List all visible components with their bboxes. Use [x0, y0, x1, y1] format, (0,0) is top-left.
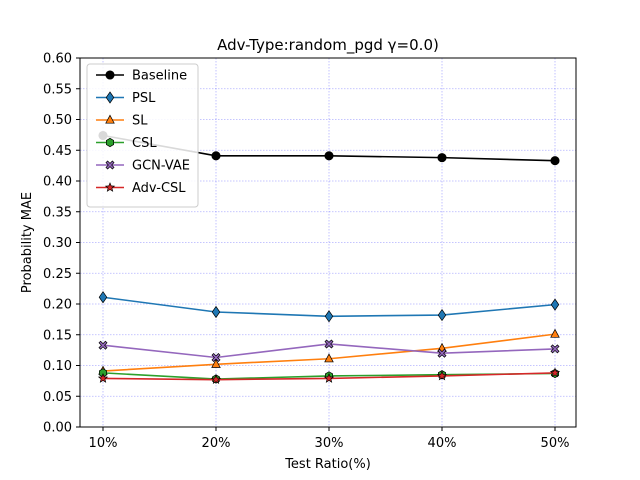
legend-marker-adv-csl: [104, 182, 116, 192]
series-gcn-vae: [98, 339, 560, 362]
data-point-adv-csl: [323, 372, 335, 383]
data-point-adv-csl: [549, 367, 561, 378]
y-tick-label: 0.40: [43, 175, 72, 190]
x-axis-label: Test Ratio(%): [284, 457, 371, 472]
y-tick-label: 0.15: [43, 328, 72, 343]
y-tick-label: 0.60: [43, 52, 72, 67]
y-tick-label: 0.30: [43, 236, 72, 251]
legend-marker-csl: [106, 137, 114, 148]
data-point-gcn-vae: [437, 348, 447, 358]
x-tick-label: 10%: [89, 436, 118, 451]
legend-marker-gcn-vae: [105, 160, 115, 170]
legend-label-sl: SL: [132, 114, 148, 129]
legend-marker-psl: [105, 91, 115, 104]
data-point-psl: [211, 305, 221, 319]
data-point-psl: [550, 298, 560, 311]
data-point-psl: [437, 308, 447, 322]
x-tick-label: 50%: [541, 436, 570, 451]
data-point-baseline: [550, 156, 560, 166]
series-adv-csl: [97, 367, 561, 385]
y-tick-label: 0.25: [43, 267, 72, 282]
data-point-gcn-vae: [98, 340, 108, 350]
chart-title: Adv-Type:random_pgd γ=0.0): [217, 36, 439, 55]
data-point-psl: [98, 291, 108, 304]
y-tick-label: 0.50: [43, 113, 72, 128]
x-tick-label: 20%: [202, 436, 231, 451]
y-tick-label: 0.00: [43, 421, 72, 436]
axis-ticks: 0.00 0.05 0.10 0.15 0.20 0.25 0.30 0.35 0.40 0.45…: [43, 52, 569, 452]
legend-item-gcn-vae: GCN-VAE: [96, 159, 190, 174]
data-point-sl: [550, 328, 560, 338]
data-point-baseline: [324, 151, 334, 161]
data-point-gcn-vae: [211, 353, 221, 362]
legend-marker-sl: [105, 114, 115, 124]
data-point-gcn-vae: [324, 339, 334, 349]
legend-label-csl: CSL: [132, 136, 157, 151]
legend-label-psl: PSL: [132, 91, 156, 106]
data-point-adv-csl: [97, 372, 109, 383]
x-tick-label: 30%: [315, 436, 344, 451]
legend-label-adv-csl: Adv-CSL: [132, 181, 186, 196]
legend: Baseline PSL SL CSL GCN-VAE Adv-CSL: [86, 63, 199, 208]
legend-label-gcn-vae: GCN-VAE: [132, 159, 190, 174]
series-psl: [98, 291, 560, 323]
legend-item-csl: CSL: [96, 136, 157, 151]
legend-marker-baseline: [105, 70, 115, 80]
data-point-sl: [324, 353, 334, 363]
x-tick-label: 40%: [428, 436, 457, 451]
legend-item-baseline: Baseline: [96, 69, 187, 84]
y-tick-label: 0.55: [43, 82, 72, 97]
y-tick-label: 0.05: [43, 390, 72, 405]
legend-item-adv-csl: Adv-CSL: [96, 181, 186, 196]
data-point-gcn-vae: [550, 344, 560, 354]
y-tick-label: 0.10: [43, 359, 72, 374]
data-point-sl: [211, 358, 221, 368]
data-point-adv-csl: [436, 370, 448, 381]
legend-box: [86, 63, 199, 208]
series-sl: [98, 328, 560, 375]
y-tick-label: 0.20: [43, 298, 72, 313]
legend-item-sl: SL: [96, 114, 148, 129]
legend-item-psl: PSL: [96, 91, 156, 106]
data-point-psl: [324, 310, 334, 323]
y-axis-label: Probability MAE: [20, 192, 35, 293]
data-point-baseline: [211, 151, 221, 161]
legend-label-baseline: Baseline: [132, 69, 187, 84]
y-tick-label: 0.45: [43, 144, 72, 159]
data-point-baseline: [437, 153, 447, 163]
data-point-adv-csl: [210, 374, 222, 385]
y-tick-label: 0.35: [43, 205, 72, 220]
